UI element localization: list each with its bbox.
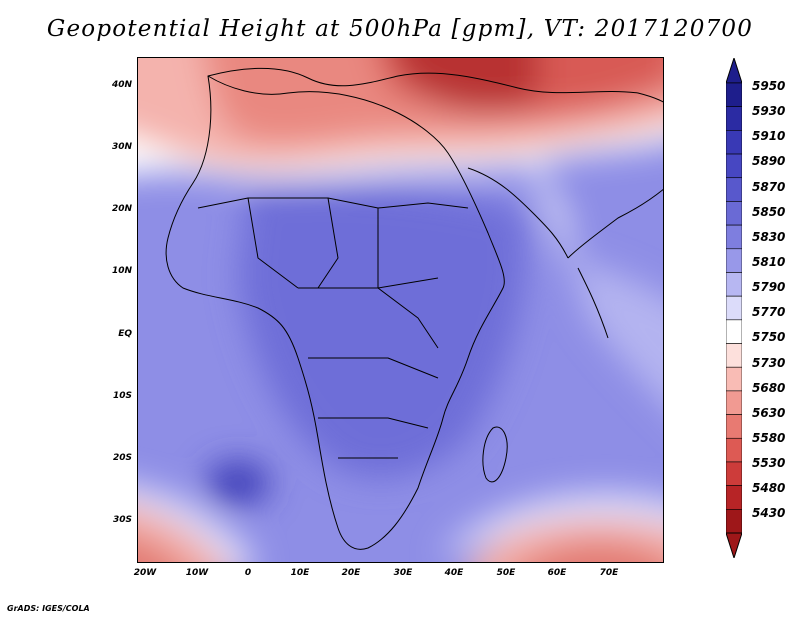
lon-label-30e: 30E [393, 568, 413, 578]
colorbar [726, 58, 742, 558]
colorbar-segment [726, 224, 742, 250]
colorbar-segment [726, 509, 742, 534]
geopotential-contour-map [138, 58, 663, 562]
colorbar-top-arrow [726, 58, 742, 84]
colorbar-segment [726, 485, 742, 510]
height-field-shading [138, 58, 663, 562]
lat-label-10n: 10N [111, 266, 132, 276]
lon-label-10w: 10W [185, 568, 209, 578]
coastline-borders [165, 67, 663, 550]
colorbar-label-5580: 5580 [752, 431, 786, 445]
colorbar-label-5850: 5850 [752, 205, 786, 219]
colorbar-segment [726, 82, 742, 107]
lat-label-30n: 30N [111, 142, 132, 152]
colorbar-segment [726, 272, 742, 297]
lon-label-10e: 10E [290, 568, 310, 578]
colorbar-segment [726, 461, 742, 486]
colorbar-label-5870: 5870 [752, 180, 786, 194]
lat-label-20s: 20S [112, 453, 132, 463]
lat-label-eq: EQ [118, 329, 132, 339]
colorbar-label-5750: 5750 [752, 330, 786, 344]
colorbar-label-5680: 5680 [752, 381, 786, 395]
colorbar-label-5930: 5930 [752, 104, 786, 118]
lat-label-20n: 20N [111, 204, 132, 214]
colorbar-label-5530: 5530 [752, 456, 786, 470]
colorbar-label-5770: 5770 [752, 305, 786, 319]
colorbar-segments [726, 82, 742, 534]
colorbar-segment [726, 130, 742, 155]
colorbar-segment [726, 414, 742, 439]
colorbar-segment [726, 437, 742, 463]
colorbar-segment [726, 106, 742, 131]
colorbar-segment [726, 343, 742, 368]
map-panel [137, 57, 664, 563]
map-title: Geopotential Height at 500hPa [gpm], VT:… [46, 16, 754, 42]
lon-label-0: 0 [244, 568, 252, 578]
colorbar-label-5480: 5480 [752, 481, 786, 495]
colorbar-label-5830: 5830 [752, 230, 786, 244]
colorbar-label-5630: 5630 [752, 406, 786, 420]
colorbar-segment [726, 319, 742, 344]
colorbar-label-5910: 5910 [752, 129, 786, 143]
colorbar-label-5790: 5790 [752, 280, 786, 294]
lat-label-30s: 30S [112, 515, 132, 525]
lon-label-20e: 20E [341, 568, 361, 578]
lon-label-50e: 50E [496, 568, 516, 578]
colorbar-segment [726, 390, 742, 415]
lon-label-40e: 40E [444, 568, 464, 578]
lat-label-10s: 10S [112, 391, 132, 401]
colorbar-segment [726, 295, 742, 321]
colorbar-segment [726, 153, 742, 179]
colorbar-label-5950: 5950 [752, 79, 786, 93]
colorbar-bottom-arrow [726, 532, 742, 558]
colorbar-segment [726, 201, 742, 226]
lon-label-60e: 60E [547, 568, 567, 578]
colorbar-label-5810: 5810 [752, 255, 786, 269]
colorbar-segment [726, 366, 742, 392]
lon-label-70e: 70E [599, 568, 619, 578]
colorbar-label-5730: 5730 [752, 356, 786, 370]
colorbar-label-5890: 5890 [752, 154, 786, 168]
lon-label-20w: 20W [133, 568, 157, 578]
grads-credit: GrADS: IGES/COLA [7, 604, 90, 613]
colorbar-label-5430: 5430 [752, 506, 786, 520]
colorbar-segment [726, 177, 742, 202]
colorbar-segment [726, 248, 742, 273]
lat-label-40n: 40N [111, 80, 132, 90]
